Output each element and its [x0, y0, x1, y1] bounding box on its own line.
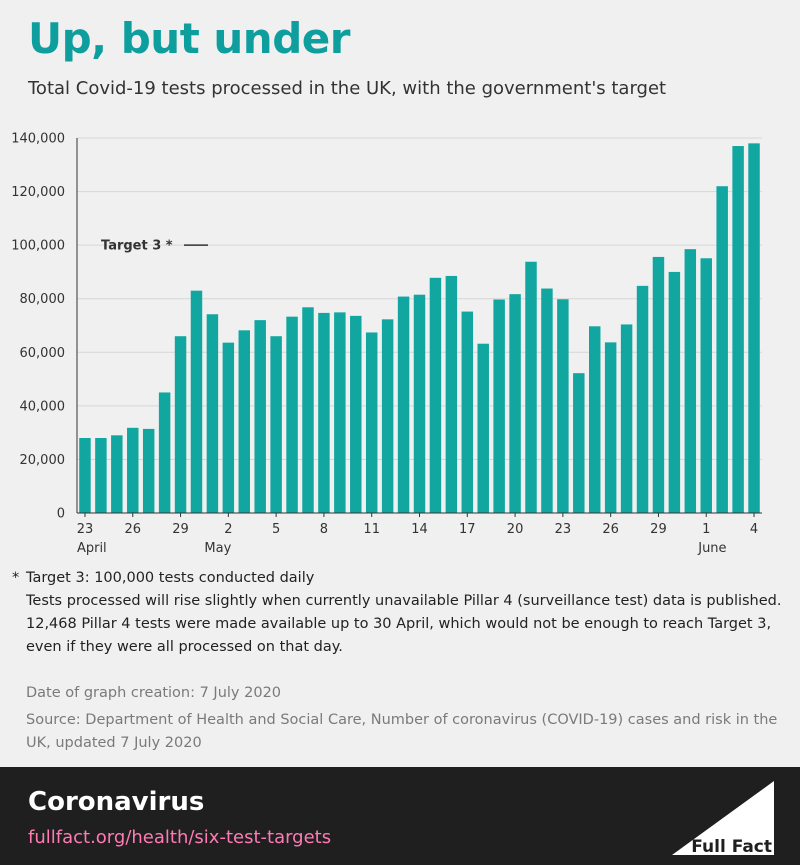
bar — [286, 316, 298, 513]
chart-title: Up, but under — [28, 14, 350, 63]
x-tick-label: 1 — [702, 522, 710, 537]
x-tick-label: 23 — [555, 522, 572, 537]
x-tick-label: 29 — [650, 522, 667, 537]
footer-topic: Coronavirus — [28, 787, 205, 817]
y-tick-label: 60,000 — [20, 346, 66, 361]
y-tick-label: 80,000 — [20, 292, 66, 307]
bar — [588, 326, 601, 513]
bar — [397, 296, 410, 513]
y-tick-label: 40,000 — [20, 399, 66, 414]
bar — [493, 299, 505, 513]
target-note: Target 3: 100,000 tests conducted daily — [26, 570, 315, 586]
meta-info: Date of graph creation: 7 July 2020 Sour… — [26, 682, 796, 759]
bar — [732, 146, 744, 514]
bar — [525, 261, 537, 513]
axes: 0 20,000 40,000 60,000 80,000 100,000 120,000 1… — [11, 132, 762, 556]
target-annotation: Target 3 * — [101, 239, 208, 254]
bar — [79, 438, 91, 513]
bar — [302, 307, 314, 513]
x-tick-label: 23 — [77, 522, 94, 537]
bar — [238, 330, 251, 513]
bar — [748, 143, 760, 513]
x-tick-label: 26 — [124, 522, 141, 537]
bar — [652, 256, 665, 513]
bar — [573, 373, 585, 513]
bar — [318, 312, 330, 513]
x-tick-label: 14 — [411, 522, 428, 537]
x-tick-label: 26 — [602, 522, 619, 537]
logo-text: Full Fact — [691, 837, 772, 857]
bar — [334, 312, 346, 513]
bar — [509, 294, 521, 513]
bar — [668, 271, 681, 513]
x-tick-label: 29 — [172, 522, 189, 537]
bar — [190, 290, 203, 513]
y-tick-label: 0 — [57, 507, 65, 522]
footnote-star: * — [12, 570, 20, 586]
y-tick-label: 120,000 — [11, 185, 65, 200]
bar — [206, 314, 219, 513]
bar — [620, 324, 633, 513]
bar — [604, 342, 617, 513]
bar — [716, 186, 728, 513]
x-tick-label: 2 — [224, 522, 232, 537]
bar — [477, 343, 489, 513]
bar — [365, 332, 378, 513]
x-tick-label: 20 — [507, 522, 524, 537]
footnotes: * Target 3: 100,000 tests conducted dail… — [12, 567, 792, 659]
bar — [413, 294, 426, 513]
x-tick-label: 8 — [320, 522, 328, 537]
x-tick-label: 4 — [750, 522, 758, 537]
x-tick-label: 17 — [459, 522, 476, 537]
month-label: April — [77, 541, 107, 556]
y-tick-label: 100,000 — [11, 239, 65, 254]
bar — [429, 277, 442, 513]
bar — [95, 438, 107, 513]
bar — [700, 258, 712, 513]
footer-link[interactable]: fullfact.org/health/six-test-targets — [28, 827, 332, 848]
explanation-note: Tests processed will rise slightly when … — [26, 593, 782, 655]
bars — [79, 143, 760, 514]
creation-date: Date of graph creation: 7 July 2020 — [26, 685, 282, 701]
source-note: Source: Department of Health and Social … — [26, 712, 778, 751]
bar — [142, 428, 155, 513]
bar — [222, 342, 235, 513]
bar — [350, 315, 362, 513]
bar-chart: 0 20,000 40,000 60,000 80,000 100,000 120,000 1… — [11, 132, 762, 556]
bar — [127, 427, 139, 513]
bar — [557, 299, 569, 513]
logo-triangle-icon — [672, 781, 774, 855]
bar — [684, 249, 697, 514]
bar — [254, 320, 266, 513]
full-fact-logo: Full Fact — [672, 781, 774, 857]
y-tick-label: 140,000 — [11, 132, 65, 147]
bar — [461, 311, 474, 513]
bar — [636, 285, 649, 513]
y-tick-label: 20,000 — [20, 453, 66, 468]
month-label: May — [204, 541, 231, 556]
bar — [445, 275, 458, 513]
target-label: Target 3 * — [101, 239, 173, 254]
bar — [158, 392, 171, 513]
bar — [174, 336, 187, 513]
bar — [270, 336, 282, 513]
x-tick-label: 11 — [363, 522, 380, 537]
bar — [111, 435, 123, 513]
x-tick-label: 5 — [272, 522, 280, 537]
footer-bar: Coronavirus fullfact.org/health/six-test… — [0, 767, 800, 865]
chart-subtitle: Total Covid-19 tests processed in the UK… — [28, 78, 667, 99]
bar — [541, 288, 553, 513]
month-label: June — [697, 541, 726, 556]
bar — [381, 319, 394, 513]
